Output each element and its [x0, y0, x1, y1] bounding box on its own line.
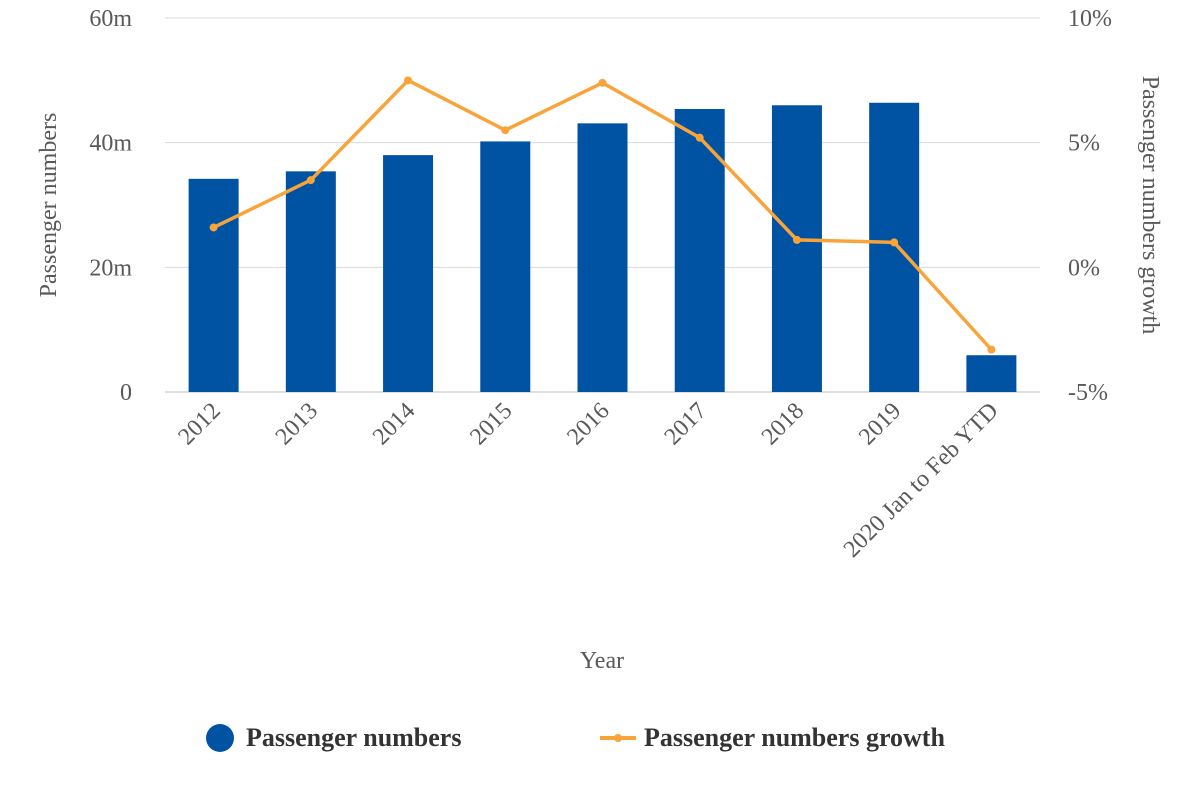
bar	[966, 355, 1017, 392]
left-axis-ticks: 0 20m 40m 60m	[89, 6, 132, 406]
y2-axis-title: Passenger numbers growth	[1137, 76, 1163, 335]
y-tick-label: 40m	[89, 131, 132, 157]
bar	[771, 105, 822, 393]
x-axis-title: Year	[580, 648, 624, 674]
x-tick-label: 2017	[660, 398, 712, 450]
x-tick-label: 2013	[271, 398, 323, 450]
line-series	[209, 76, 996, 354]
y2-tick-label: -5%	[1068, 380, 1108, 406]
bar	[285, 171, 336, 392]
y2-tick-label: 0%	[1068, 255, 1100, 281]
legend-item-bar: Passenger numbers	[206, 718, 461, 758]
line-point	[987, 345, 996, 354]
y-axis-title: Passenger numbers	[36, 113, 62, 298]
legend-item-line: Passenger numbers growth	[600, 718, 945, 758]
x-tick-label: 2012	[174, 398, 226, 450]
legend-line-swatch	[600, 734, 636, 742]
bar	[383, 155, 434, 392]
bar	[577, 123, 628, 393]
bar	[869, 102, 920, 393]
x-tick-label: 2016	[562, 398, 614, 450]
line-point	[501, 126, 510, 135]
line-point	[792, 235, 801, 244]
bar	[480, 141, 531, 392]
y2-tick-label: 10%	[1068, 6, 1112, 32]
line-point	[890, 238, 899, 247]
bar	[674, 109, 725, 393]
line-point	[306, 176, 315, 185]
x-tick-label: 2015	[465, 398, 517, 450]
y-tick-label: 20m	[89, 255, 132, 281]
y2-tick-label: 5%	[1068, 131, 1100, 157]
line-point	[404, 76, 413, 85]
line-point	[598, 78, 607, 87]
bar-series	[188, 102, 1017, 393]
x-tick-label: 2019	[854, 398, 906, 450]
legend-bar-swatch	[206, 724, 234, 752]
right-axis-ticks: -5% 0% 5% 10%	[1068, 6, 1112, 406]
legend-line-label: Passenger numbers growth	[644, 723, 945, 752]
y-tick-label: 60m	[89, 6, 132, 32]
y-tick-label: 0	[120, 380, 132, 406]
x-tick-label: 2018	[757, 398, 809, 450]
x-tick-label: 2014	[368, 398, 420, 450]
bar	[188, 178, 239, 392]
legend: Passenger numbers Passenger numbers grow…	[0, 718, 1200, 758]
legend-bar-label: Passenger numbers	[246, 723, 462, 752]
line-point	[695, 133, 704, 142]
line-point	[209, 223, 218, 232]
